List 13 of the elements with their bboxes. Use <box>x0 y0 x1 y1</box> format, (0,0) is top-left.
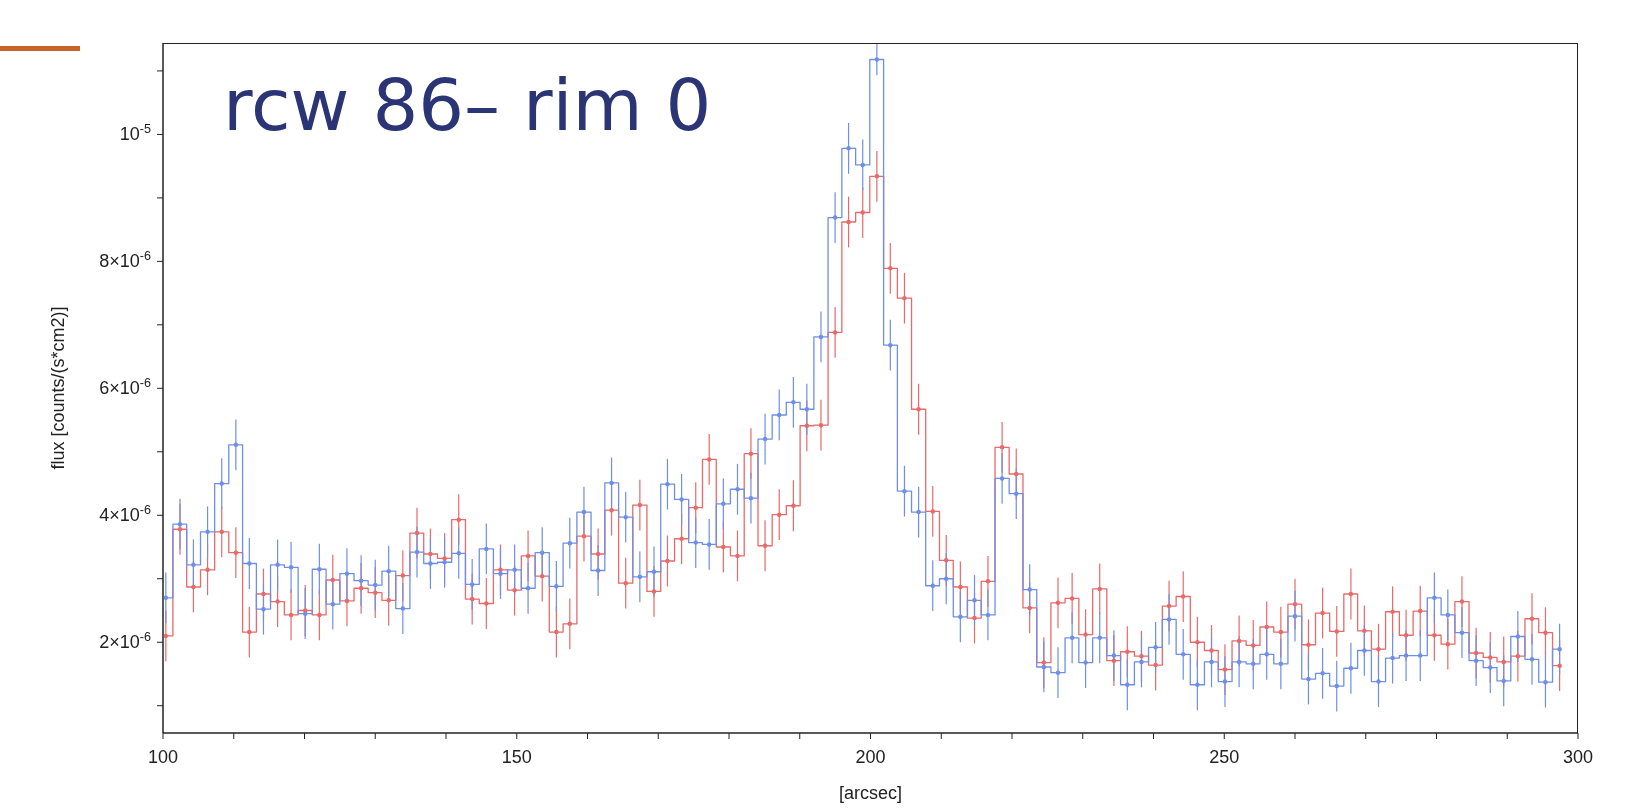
x-tick-label: 150 <box>501 747 532 767</box>
x-axis-title: [arcsec] <box>838 783 903 803</box>
x-tick-label: 250 <box>1209 747 1240 767</box>
y-tick-label: 2×10$^{-6}$ <box>99 630 151 653</box>
x-tick-label: 300 <box>1562 747 1594 767</box>
y-tick-label: 4×10$^{-6}$ <box>99 503 151 526</box>
x-tick-label: 100 <box>147 747 179 767</box>
y-tick-label: 8×10$^{-6}$ <box>99 249 151 272</box>
chart-title: rcw 86– rim 0 <box>223 63 712 147</box>
y-axis-title: flux [counts/(s*cm2)] <box>48 306 69 470</box>
x-tick-label: 200 <box>855 747 886 767</box>
y-tick-label: 6×10$^{-6}$ <box>99 376 151 399</box>
y-tick-label: 10$^{-5}$ <box>119 122 151 145</box>
